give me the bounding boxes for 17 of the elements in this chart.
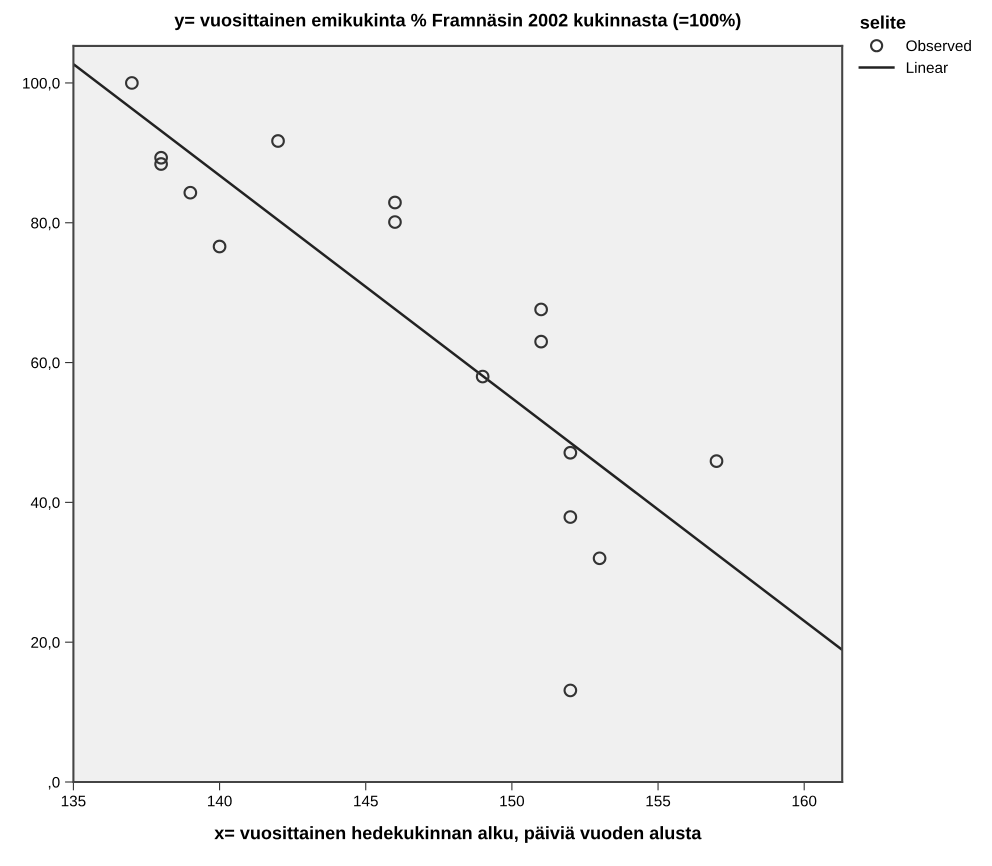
x-tick-label: 160 [792,796,816,806]
y-axis-title: y= vuosittainen emikukinta % Framnäsin 2002 kukinnasta (=100%) [174,13,740,30]
x-tick-label: 140 [208,796,232,806]
legend-label: Observed [906,40,971,52]
y-tick-label: 100,0 [23,78,60,90]
y-tick-label: 80,0 [31,218,60,230]
legend-title: selite [860,15,906,29]
x-tick-label: 145 [354,796,378,806]
x-tick-label: 155 [646,796,670,806]
legend-label: Linear [906,62,948,74]
x-tick-label: 135 [62,796,86,806]
y-tick-label: 40,0 [30,497,60,510]
x-tick-label: 150 [500,796,524,806]
y-tick-label: 60,0 [31,357,60,370]
y-tick-label: 20,0 [31,637,60,650]
x-axis-title: x= vuosittainen hedekukinnan alku, päiviä vuoden alusta [214,826,702,843]
y-tick-label: ,0 [48,776,60,790]
